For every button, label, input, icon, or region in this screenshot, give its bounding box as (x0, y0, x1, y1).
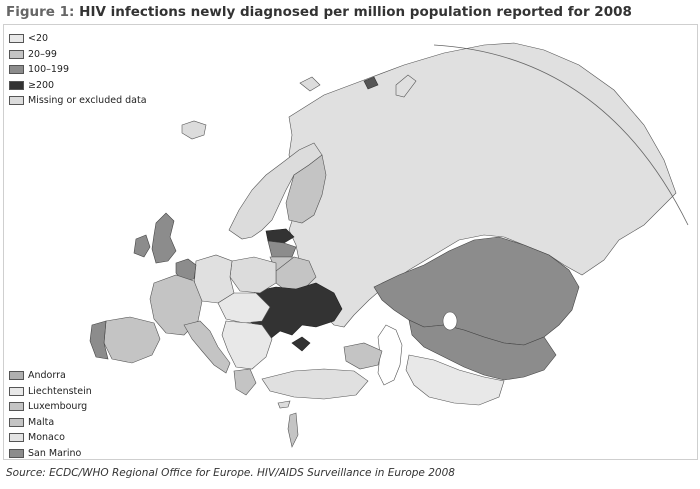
region-svalbard (299, 76, 321, 92)
small-states-legend: Andorra Liechtenstein Luxembourg Malta M… (9, 368, 92, 460)
legend-label: ≥200 (28, 79, 55, 91)
legend-swatch (9, 49, 24, 59)
region-finland (285, 154, 327, 224)
legend-swatch (9, 371, 24, 381)
small-state-label: Malta (28, 416, 55, 428)
small-state-item: Malta (9, 415, 92, 431)
small-state-item: Liechtenstein (9, 384, 92, 400)
region-portugal (89, 320, 109, 360)
region-caucasus (343, 342, 383, 370)
legend-swatch (9, 65, 24, 75)
legend-item: 20–99 (9, 47, 147, 63)
figure-title: Figure 1: HIV infections newly diagnosed… (6, 4, 694, 20)
region-balkans (221, 320, 273, 370)
region-greece (233, 368, 257, 396)
region-latvia (267, 240, 297, 258)
small-state-label: San Marino (28, 447, 82, 459)
region-central-asia (408, 319, 557, 381)
legend-label: 20–99 (28, 48, 57, 60)
legend-label: <20 (28, 33, 49, 45)
legend-item: 100–199 (9, 62, 147, 78)
region-crimea (291, 336, 311, 352)
small-state-item: Luxembourg (9, 399, 92, 415)
map-legend: <20 20–99 100–199 ≥200 Missing or exclud… (9, 31, 147, 109)
legend-label: Missing or excluded data (28, 95, 147, 107)
region-turkey (261, 368, 369, 400)
small-state-label: Liechtenstein (28, 385, 92, 397)
region-poland (229, 256, 277, 294)
region-uk (151, 212, 177, 264)
region-belarus (275, 256, 317, 292)
region-cyprus (277, 400, 291, 409)
region-estonia (265, 228, 295, 244)
choropleth-map (4, 25, 697, 459)
region-italy (183, 320, 231, 374)
legend-swatch (9, 448, 24, 458)
figure-label: Figure 1: (6, 4, 75, 20)
region-benelux (175, 258, 197, 282)
legend-swatch (9, 96, 24, 106)
small-state-label: Andorra (28, 370, 66, 382)
legend-swatch (9, 34, 24, 44)
legend-swatch (9, 80, 24, 90)
caspian-sea (377, 324, 403, 386)
legend-item: <20 (9, 31, 147, 47)
legend-swatch (9, 433, 24, 443)
small-state-item: San Marino (9, 446, 92, 460)
small-state-label: Monaco (28, 432, 65, 444)
legend-item: Missing or excluded data (9, 93, 147, 109)
graticule-arc (433, 44, 689, 226)
small-state-item: Andorra (9, 368, 92, 384)
small-state-item: Monaco (9, 430, 92, 446)
region-ireland (133, 234, 151, 258)
map-frame: <20 20–99 100–199 ≥200 Missing or exclud… (3, 24, 698, 460)
region-central-europe (217, 292, 271, 324)
legend-swatch (9, 417, 24, 427)
region-spain (103, 316, 161, 364)
aral-sea (442, 311, 458, 331)
region-arctic-islands (363, 76, 379, 90)
region-israel (287, 412, 299, 448)
legend-item: ≥200 (9, 78, 147, 94)
region-russia (288, 42, 677, 328)
region-novaya-zemlya (395, 74, 417, 98)
small-state-label: Luxembourg (28, 401, 88, 413)
legend-swatch (9, 386, 24, 396)
figure-title-text: HIV infections newly diagnosed per milli… (79, 4, 632, 20)
source-note: Source: ECDC/WHO Regional Office for Eur… (6, 467, 455, 479)
region-iceland (181, 120, 207, 140)
legend-swatch (9, 402, 24, 412)
legend-label: 100–199 (28, 64, 70, 76)
region-turkmenistan (405, 354, 505, 406)
